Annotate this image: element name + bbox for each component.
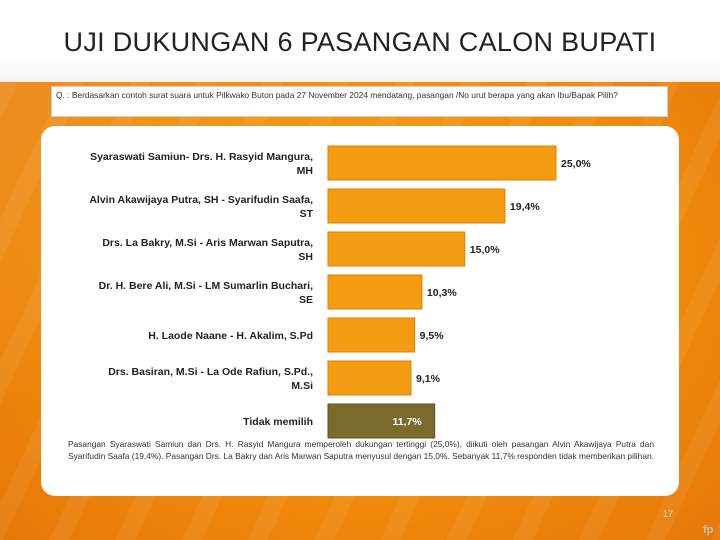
value-label: 19,4% [510, 201, 540, 213]
value-label: 10,3% [427, 287, 457, 299]
category-label: MH [297, 165, 313, 177]
category-label: ST [300, 208, 314, 220]
category-label: Alvin Akawijaya Putra, SH - Syarifudin S… [89, 194, 313, 206]
category-label: SH [298, 251, 313, 263]
bar [327, 360, 412, 396]
survey-question: Q. : Berdasarkan contoh surat suara untu… [51, 86, 668, 117]
chart-summary-note: Pasangan Syaraswati Samiun dan Drs. H. R… [68, 439, 654, 461]
category-label: Drs. La Bakry, M.Si - Aris Marwan Saputr… [102, 237, 313, 249]
value-label: 9,5% [420, 330, 445, 342]
brand-logo: fp [703, 524, 714, 536]
category-label: Drs. Basiran, M.Si - La Ode Rafiun, S.Pd… [108, 366, 313, 378]
bar [327, 274, 423, 310]
bar [327, 231, 466, 267]
category-label: Dr. H. Bere Ali, M.Si - LM Sumarlin Buch… [99, 280, 313, 292]
bar-chart: Syaraswati Samiun- Drs. H. Rasyid Mangur… [89, 145, 591, 439]
value-label: 25,0% [561, 158, 591, 170]
bar [327, 145, 557, 181]
bar [327, 403, 436, 439]
category-label: SE [299, 294, 313, 306]
title-band [0, 0, 720, 82]
bar [327, 188, 506, 224]
value-label: 15,0% [470, 244, 500, 256]
value-label: 9,1% [416, 373, 441, 385]
category-label: Tidak memilih [243, 416, 313, 428]
category-label: Syaraswati Samiun- Drs. H. Rasyid Mangur… [90, 151, 313, 163]
page-number: 17 [663, 509, 674, 519]
bar [327, 317, 416, 353]
slide-title: UJI DUKUNGAN 6 PASANGAN CALON BUPATI [63, 27, 657, 57]
category-label: M.Si [291, 380, 313, 392]
value-label: 11,7% [393, 416, 423, 428]
category-label: H. Laode Naane - H. Akalim, S.Pd [148, 330, 313, 342]
